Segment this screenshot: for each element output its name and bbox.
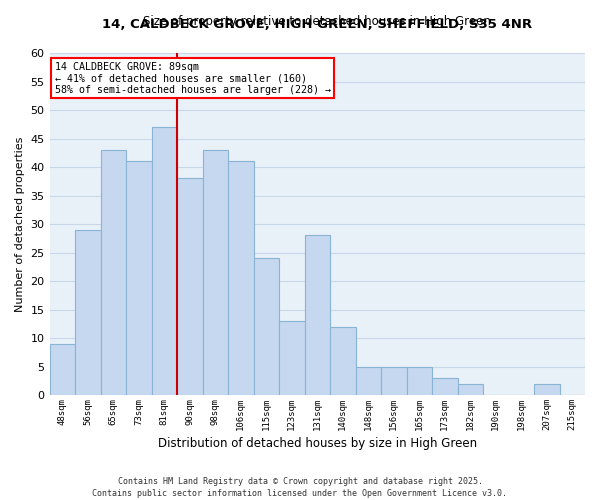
Bar [101,150,126,395]
Bar [279,321,305,395]
Bar [203,150,228,395]
Bar [407,366,432,395]
Y-axis label: Number of detached properties: Number of detached properties [15,136,25,312]
Text: Contains HM Land Registry data © Crown copyright and database right 2025.
Contai: Contains HM Land Registry data © Crown c… [92,476,508,498]
Bar [75,230,101,395]
Bar [305,236,330,395]
Bar [177,178,203,395]
Bar [50,344,75,395]
Bar [330,326,356,395]
Text: 14, CALDBECK GROVE, HIGH GREEN, SHEFFIELD, S35 4NR: 14, CALDBECK GROVE, HIGH GREEN, SHEFFIEL… [102,18,532,31]
Bar [381,366,407,395]
Title: Size of property relative to detached houses in High Green: Size of property relative to detached ho… [143,15,491,28]
Bar [126,162,152,395]
X-axis label: Distribution of detached houses by size in High Green: Distribution of detached houses by size … [158,437,477,450]
Bar [458,384,483,395]
Bar [432,378,458,395]
Bar [228,162,254,395]
Bar [534,384,560,395]
Bar [254,258,279,395]
Bar [356,366,381,395]
Text: 14 CALDBECK GROVE: 89sqm
← 41% of detached houses are smaller (160)
58% of semi-: 14 CALDBECK GROVE: 89sqm ← 41% of detach… [55,62,331,95]
Bar [152,127,177,395]
